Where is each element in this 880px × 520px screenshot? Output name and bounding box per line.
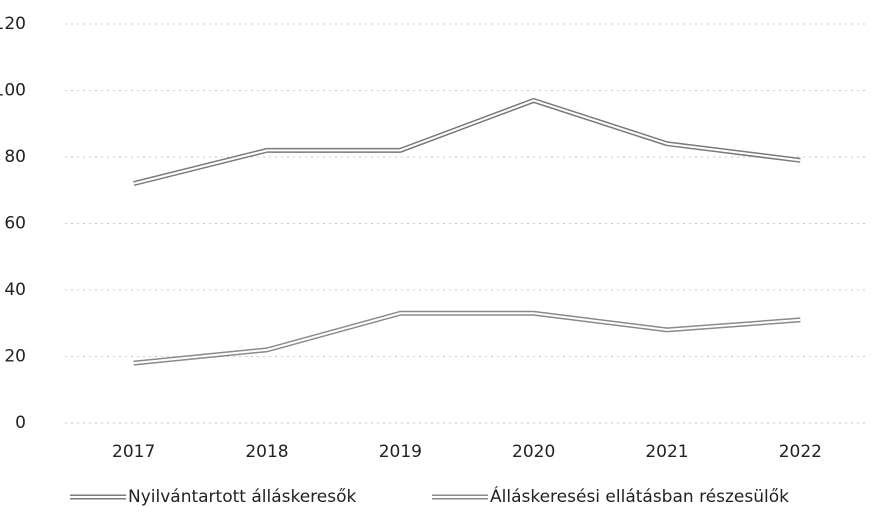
series-line-inner bbox=[133, 99, 801, 185]
y-tick-label: 120 bbox=[0, 14, 26, 34]
x-tick-label: 2017 bbox=[112, 442, 155, 462]
y-tick-label: 100 bbox=[0, 81, 26, 101]
legend-label: Álláskeresési ellátásban részesülők bbox=[490, 485, 789, 507]
x-tick-label: 2020 bbox=[512, 442, 555, 462]
x-tick-label: 2021 bbox=[645, 442, 688, 462]
series-line bbox=[133, 310, 801, 366]
x-tick-label: 2018 bbox=[245, 442, 288, 462]
y-tick-label: 20 bbox=[4, 347, 26, 367]
y-tick-label: 60 bbox=[4, 214, 26, 234]
legend-label: Nyilvántartott álláskeresők bbox=[128, 487, 357, 507]
y-tick-label: 40 bbox=[4, 280, 26, 300]
y-tick-label: 80 bbox=[4, 147, 26, 167]
x-tick-label: 2022 bbox=[779, 442, 822, 462]
series-line-inner bbox=[133, 312, 801, 365]
y-tick-label: 0 bbox=[15, 413, 26, 433]
x-tick-label: 2019 bbox=[379, 442, 422, 462]
series-line bbox=[133, 97, 801, 187]
